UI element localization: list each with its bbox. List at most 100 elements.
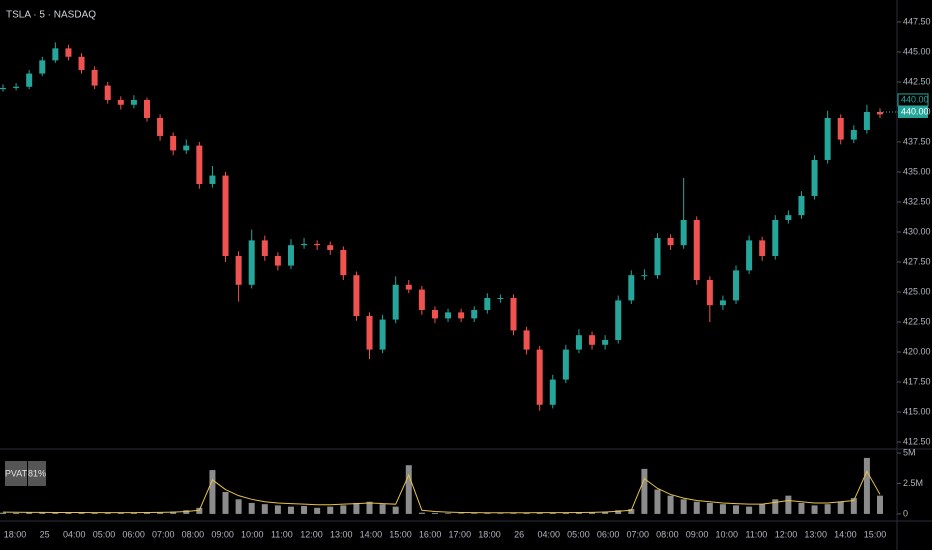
last-price-label: 440.00 bbox=[901, 94, 929, 104]
volume-bar bbox=[222, 492, 229, 514]
volume-bar bbox=[589, 512, 596, 514]
volume-bar bbox=[431, 512, 438, 514]
candle-body bbox=[13, 86, 20, 88]
candle-body bbox=[746, 240, 753, 271]
candle-body bbox=[693, 219, 700, 280]
y-tick-label: 5M bbox=[903, 447, 916, 457]
candle-body bbox=[798, 195, 805, 216]
x-tick-label: 13:00 bbox=[804, 529, 827, 539]
candle-body bbox=[772, 219, 779, 256]
volume-bar bbox=[209, 470, 216, 514]
volume-bar bbox=[536, 512, 543, 514]
volume-bar bbox=[52, 512, 59, 514]
volume-bar bbox=[26, 512, 33, 514]
candle-body bbox=[497, 297, 504, 299]
volume-bar bbox=[392, 506, 399, 514]
candle-body bbox=[733, 270, 740, 301]
volume-bar bbox=[445, 513, 452, 514]
volume-bar bbox=[798, 502, 805, 514]
volume-bar bbox=[772, 499, 779, 514]
volume-bar bbox=[379, 504, 386, 514]
volume-bar bbox=[667, 495, 674, 514]
volume-bar bbox=[405, 465, 412, 514]
candle-body bbox=[222, 175, 229, 256]
candle-body bbox=[575, 335, 582, 350]
y-tick-label: 432.50 bbox=[903, 196, 931, 206]
candle-body bbox=[104, 85, 111, 100]
x-tick-label: 09:00 bbox=[211, 529, 234, 539]
volume-bar bbox=[340, 505, 347, 514]
volume-bar bbox=[301, 506, 308, 514]
volume-bar bbox=[65, 512, 72, 514]
y-tick-label: 435.00 bbox=[903, 166, 931, 176]
x-tick-label: 26 bbox=[514, 529, 524, 539]
x-tick-label: 11:00 bbox=[745, 529, 767, 539]
x-tick-label: 10:00 bbox=[715, 529, 738, 539]
x-tick-label: 05:00 bbox=[567, 529, 590, 539]
candle-body bbox=[785, 215, 792, 220]
volume-bar bbox=[497, 513, 504, 514]
x-tick-label: 06:00 bbox=[122, 529, 145, 539]
volume-bar bbox=[314, 507, 321, 514]
volume-bar bbox=[733, 505, 740, 514]
candle-body bbox=[39, 60, 46, 74]
average-line bbox=[2, 470, 881, 514]
x-tick-label: 16:00 bbox=[419, 529, 442, 539]
candle-body bbox=[143, 99, 150, 118]
candle-body bbox=[379, 319, 386, 350]
x-tick-label: 14:00 bbox=[834, 529, 857, 539]
x-tick-label: 06:00 bbox=[597, 529, 620, 539]
volume-bar bbox=[863, 457, 870, 514]
volume-bar bbox=[811, 505, 818, 514]
volume-bar bbox=[274, 505, 281, 514]
candle-body bbox=[641, 275, 648, 277]
candle-body bbox=[445, 312, 452, 319]
x-tick-label: 04:00 bbox=[63, 529, 86, 539]
y-tick-label: 412.50 bbox=[903, 436, 931, 446]
volume-bar bbox=[615, 510, 622, 514]
volume-bar bbox=[143, 512, 150, 514]
symbol-title: TSLA · 5 · NASDAQ bbox=[6, 10, 96, 21]
indicator-name: PVAT bbox=[5, 468, 28, 478]
candle-body bbox=[837, 117, 844, 140]
y-tick-label: 417.50 bbox=[903, 376, 931, 386]
volume-bar bbox=[877, 495, 883, 514]
x-tick-label: 08:00 bbox=[182, 529, 205, 539]
candle-body bbox=[287, 245, 294, 266]
y-tick-label: 445.00 bbox=[903, 46, 931, 56]
volume-bar bbox=[170, 511, 177, 514]
x-tick-label: 10:00 bbox=[241, 529, 264, 539]
candle-body bbox=[91, 69, 98, 86]
y-tick-label: 422.50 bbox=[903, 316, 931, 326]
candle-body bbox=[0, 87, 6, 90]
candle-body bbox=[301, 243, 308, 246]
volume-bar bbox=[471, 513, 478, 514]
candle-body bbox=[824, 117, 831, 160]
x-tick-label: 08:00 bbox=[656, 529, 679, 539]
candle-body bbox=[484, 297, 491, 310]
volume-bar bbox=[157, 512, 164, 514]
candle-body bbox=[850, 129, 857, 140]
y-tick-label: 427.50 bbox=[903, 256, 931, 266]
volume-bar bbox=[235, 499, 242, 514]
volume-bar bbox=[628, 509, 635, 514]
volume-bar bbox=[130, 512, 137, 514]
volume-bar bbox=[0, 512, 6, 514]
volume-bar bbox=[39, 512, 46, 514]
y-tick-label: 415.00 bbox=[903, 406, 931, 416]
volume-bar bbox=[523, 512, 530, 514]
volume-bar bbox=[693, 501, 700, 514]
volume-bar bbox=[785, 495, 792, 514]
volume-bar bbox=[562, 512, 569, 514]
y-tick-label: 447.50 bbox=[903, 16, 931, 26]
volume-bar bbox=[706, 502, 713, 514]
candle-body bbox=[353, 275, 360, 316]
last-price-label: 440.00 bbox=[901, 106, 929, 116]
volume-bar bbox=[196, 507, 203, 514]
candle-body bbox=[615, 300, 622, 340]
candle-body bbox=[392, 284, 399, 320]
x-tick-label: 12:00 bbox=[300, 529, 323, 539]
candle-body bbox=[628, 275, 635, 301]
candle-body bbox=[667, 237, 674, 246]
